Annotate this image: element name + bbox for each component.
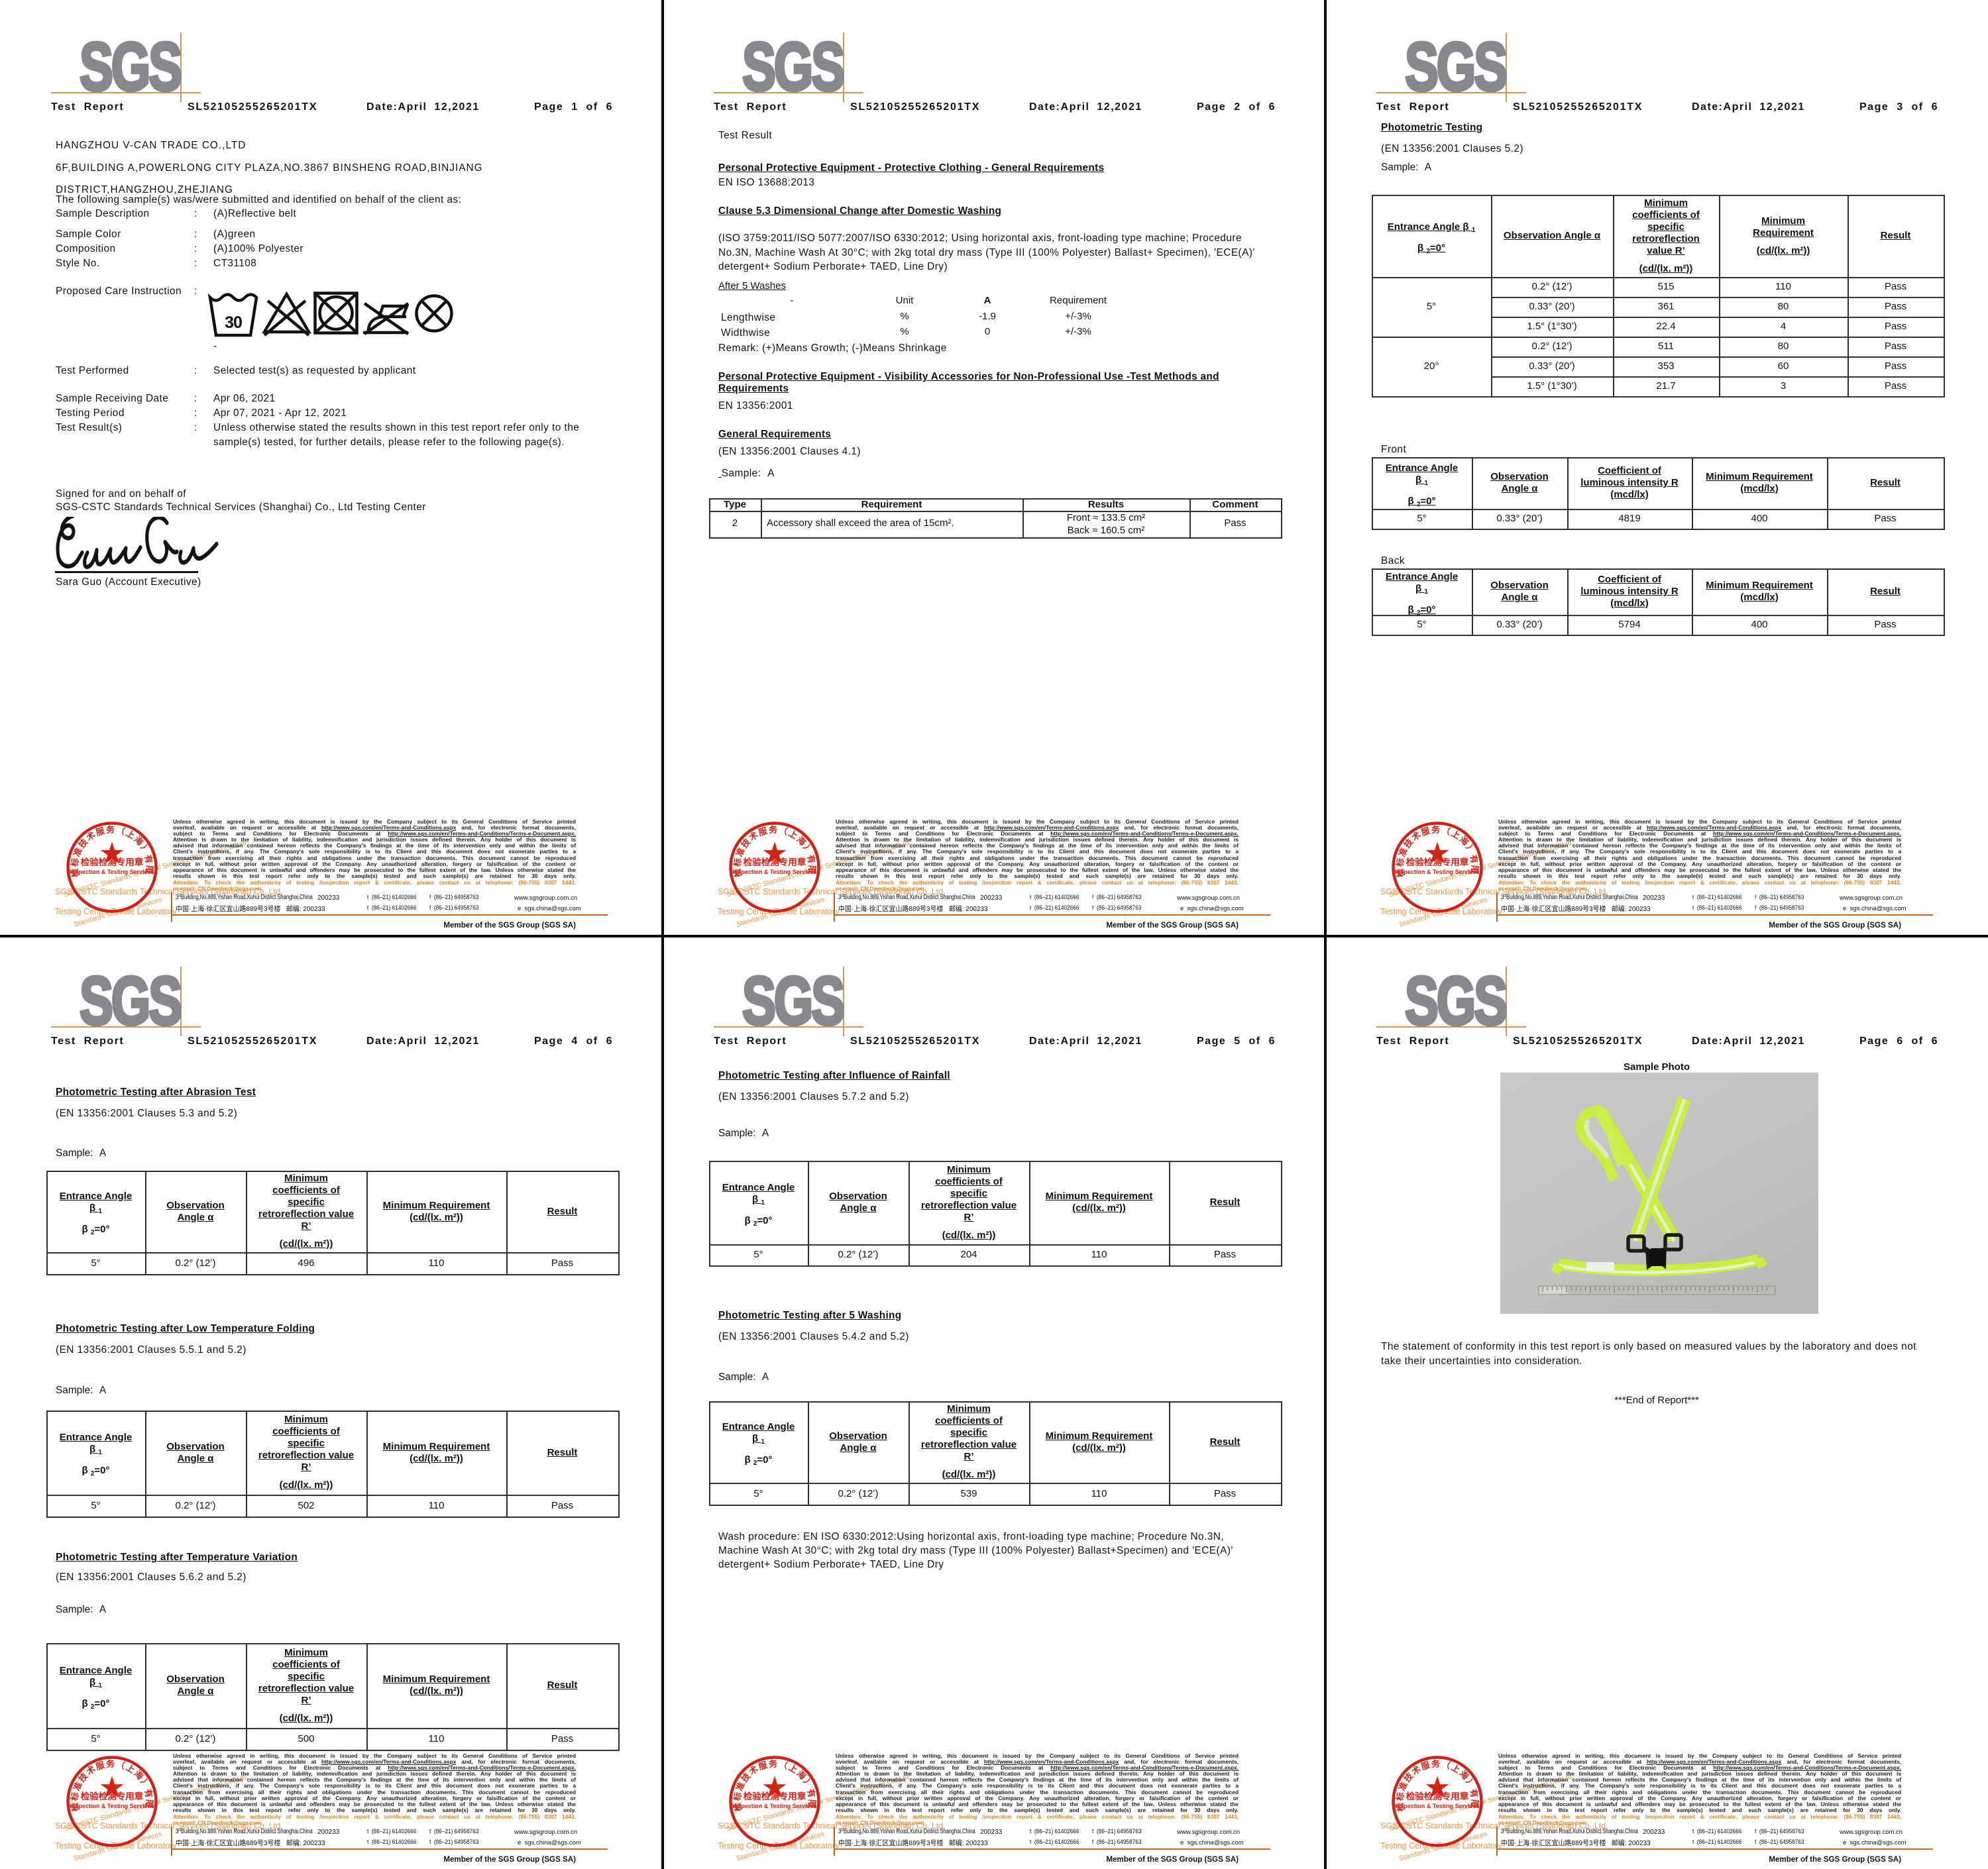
svg-text:检验检测专用章: 检验检测专用章	[81, 1791, 144, 1801]
svg-text:30: 30	[225, 313, 242, 332]
svg-text:Inspection & Testing Services: Inspection & Testing Services	[70, 869, 154, 875]
svg-text:Inspection & Testing Services: Inspection & Testing Services	[732, 869, 816, 875]
svg-text:检验检测专用章: 检验检测专用章	[1406, 1791, 1469, 1801]
svg-text:Inspection & Testing Services: Inspection & Testing Services	[1395, 1803, 1479, 1809]
svg-text:检验检测专用章: 检验检测专用章	[81, 857, 144, 867]
svg-text:检验检测专用章: 检验检测专用章	[744, 1791, 806, 1801]
svg-text:Inspection & Testing Services: Inspection & Testing Services	[732, 1803, 816, 1809]
svg-text:Inspection & Testing Services: Inspection & Testing Services	[70, 1803, 154, 1809]
svg-text:检验检测专用章: 检验检测专用章	[1406, 857, 1469, 867]
svg-text:检验检测专用章: 检验检测专用章	[744, 857, 806, 867]
svg-text:Inspection & Testing Services: Inspection & Testing Services	[1395, 869, 1479, 875]
